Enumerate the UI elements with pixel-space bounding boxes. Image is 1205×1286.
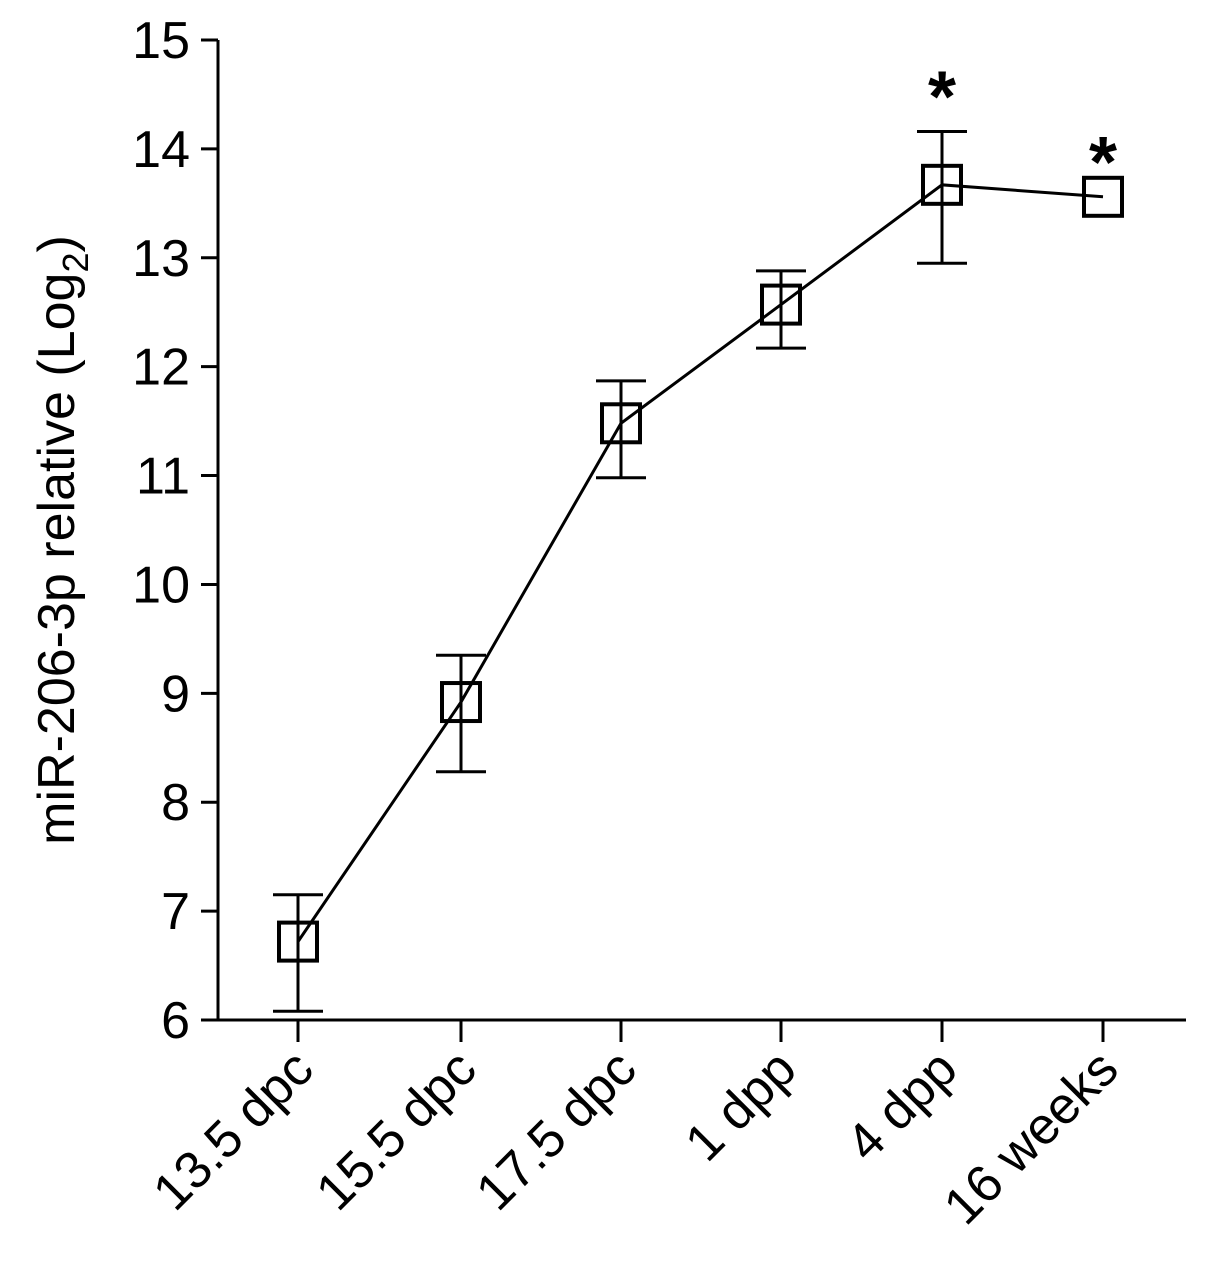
y-tick-label: 10 <box>132 556 190 614</box>
data-point-marker <box>600 402 642 445</box>
x-tick-label: 15.5 dpc <box>305 1039 487 1221</box>
data-point-marker <box>921 163 963 206</box>
y-tick-label: 11 <box>136 448 190 506</box>
series <box>273 129 1124 1013</box>
series-line <box>296 183 1104 943</box>
y-axis-label: miR-206-3p relative (Log2) <box>28 235 96 845</box>
x-tick-label: 13.5 dpc <box>142 1039 324 1221</box>
data-point-marker <box>760 283 802 326</box>
y-tick-label: 15 <box>132 12 190 70</box>
x-tick-label: 4 dpp <box>835 1039 968 1172</box>
data-point-marker <box>1082 175 1124 218</box>
annotations: ** <box>928 57 1117 202</box>
significance-star: * <box>1089 123 1117 203</box>
y-tick-label: 7 <box>161 883 190 941</box>
x-tick-label: 17.5 dpc <box>465 1039 647 1221</box>
x-tick-label: 16 weeks <box>933 1039 1129 1235</box>
x-tick-label: 1 dpp <box>674 1039 807 1172</box>
y-tick-label: 8 <box>161 774 190 832</box>
data-point-marker <box>277 920 319 963</box>
significance-star: * <box>928 57 956 137</box>
data-point-marker <box>440 681 482 724</box>
y-tick-label: 14 <box>132 121 190 179</box>
y-tick-label: 6 <box>161 992 190 1050</box>
y-tick-label: 9 <box>161 665 190 723</box>
y-ticks: 6 7 8 9 10 11 12 13 14 15 <box>132 12 218 1050</box>
y-tick-label: 13 <box>132 230 190 288</box>
y-tick-label: 12 <box>132 339 190 397</box>
